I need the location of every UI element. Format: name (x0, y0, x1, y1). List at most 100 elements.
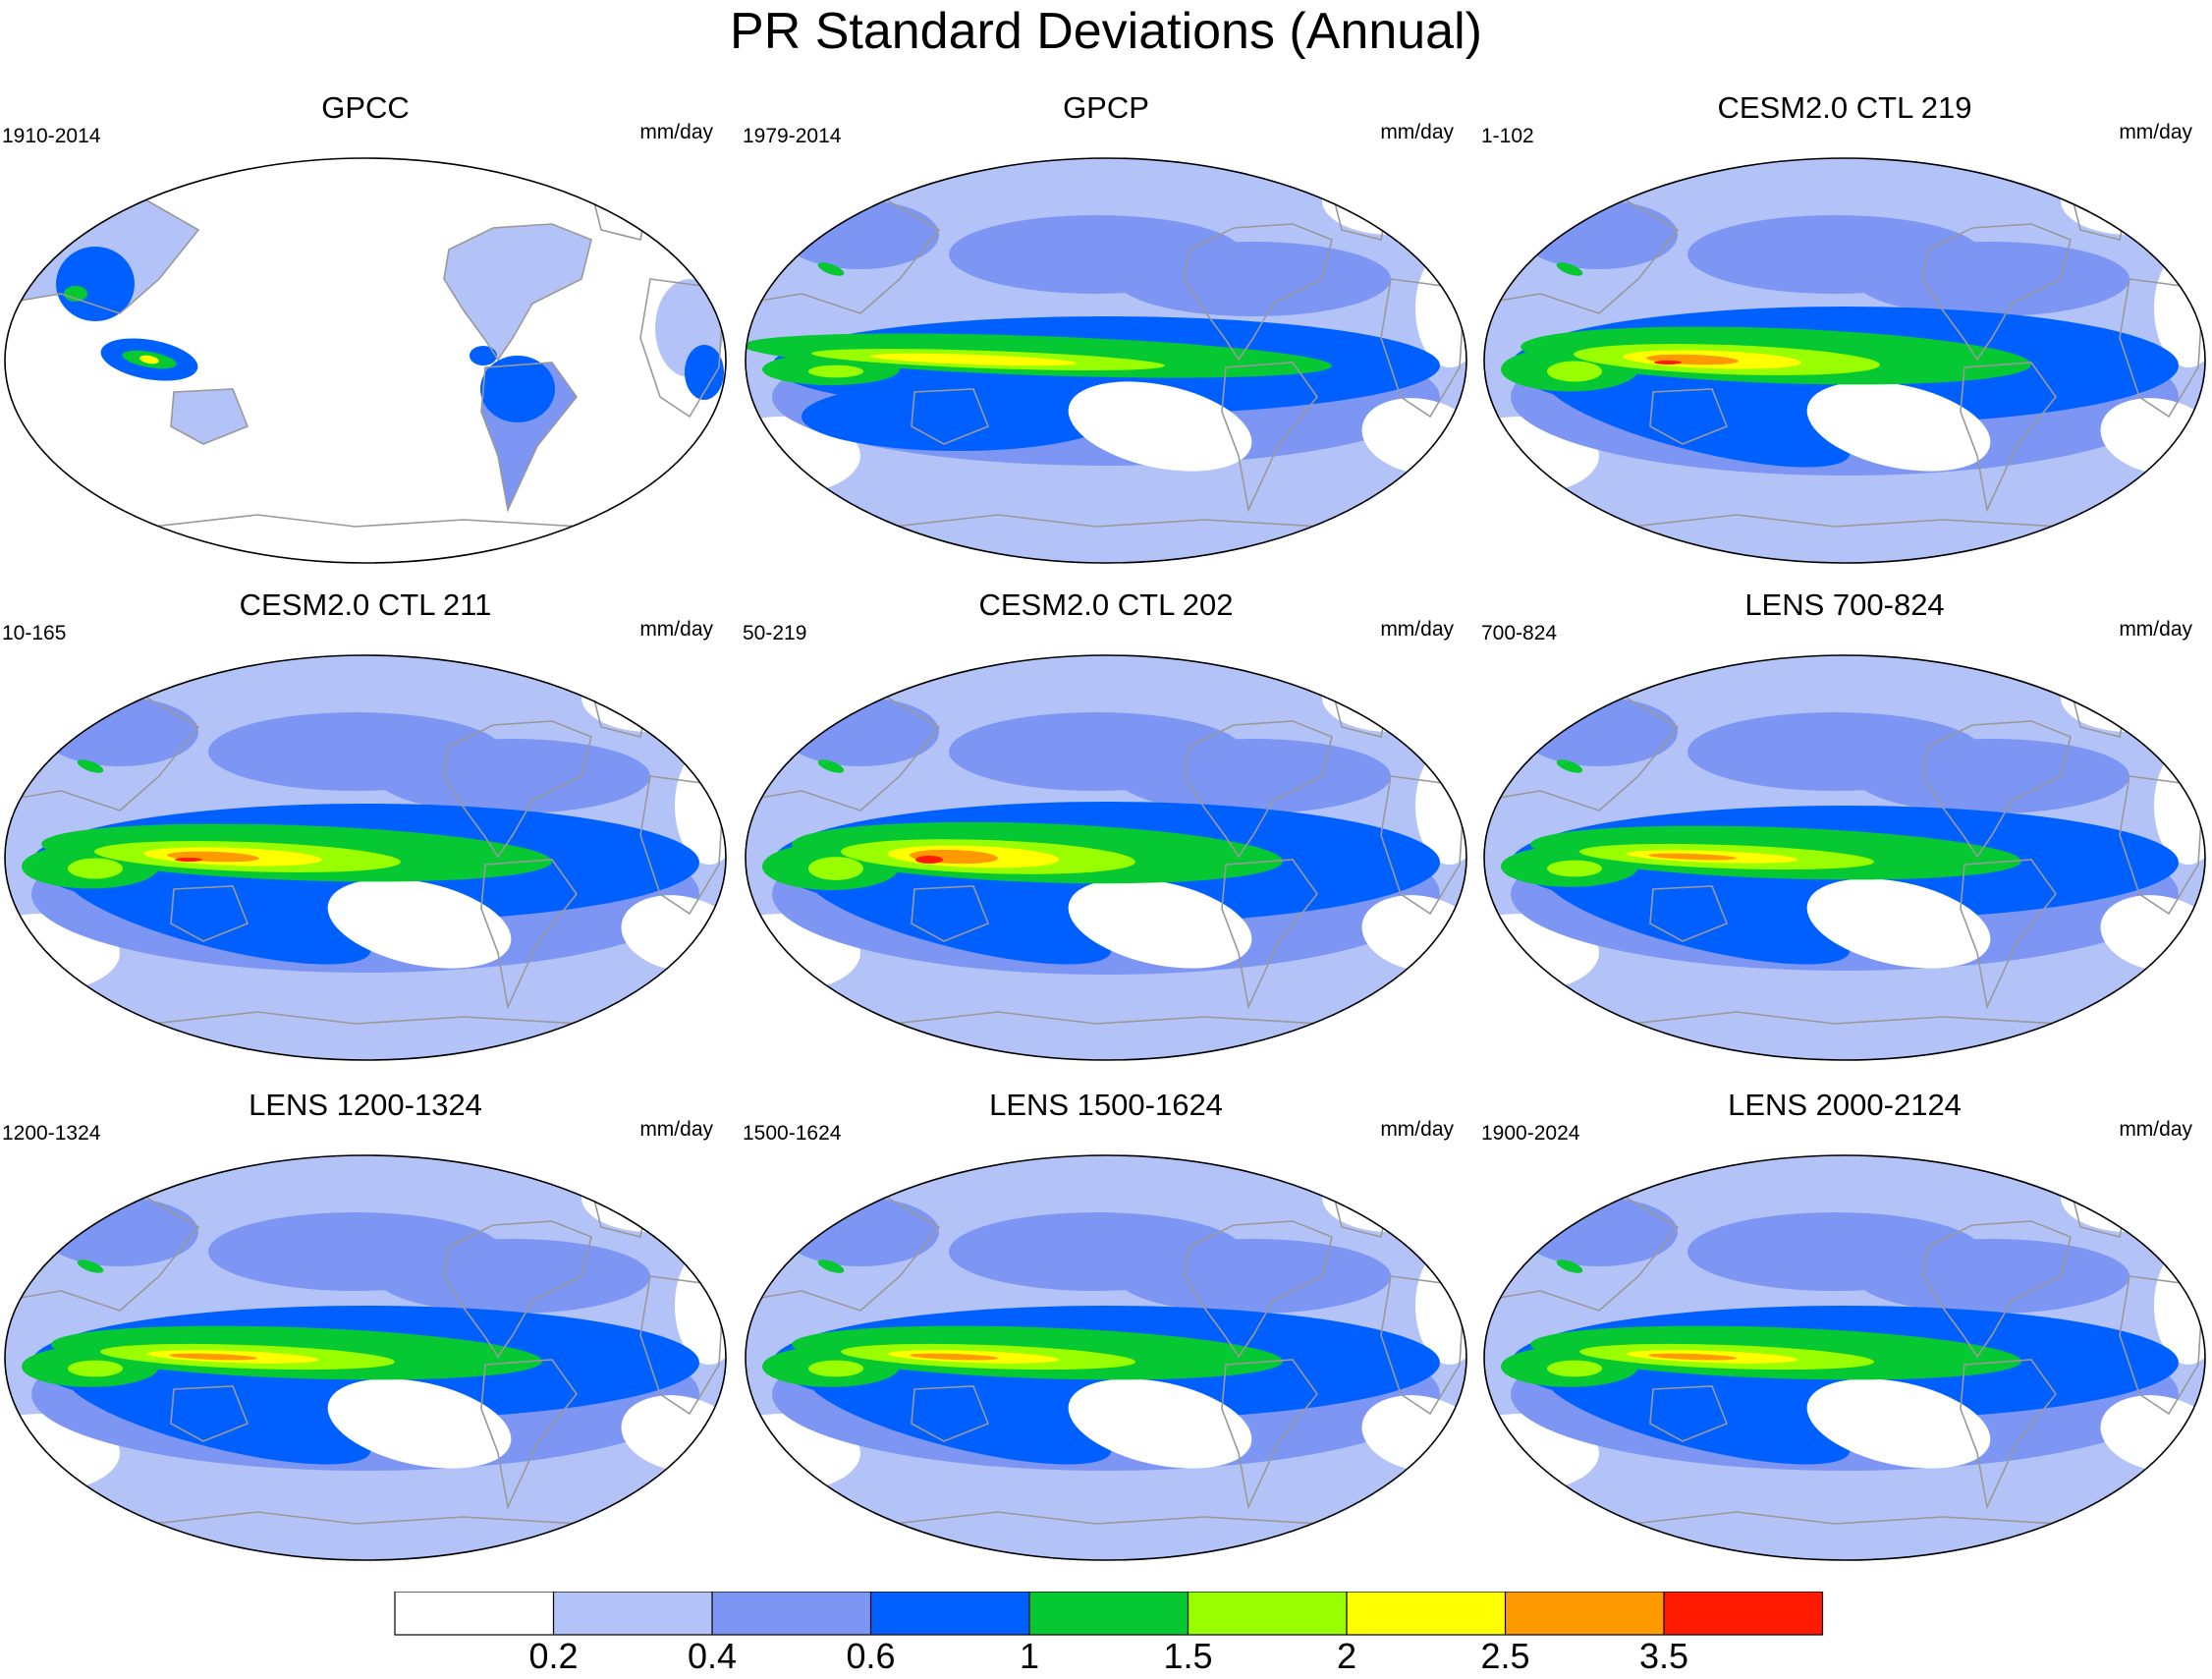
coast-south-america (480, 859, 579, 1010)
coast-antarctica (840, 514, 1372, 533)
shading-layer (5, 655, 726, 1060)
coast-south-america (1221, 1359, 1319, 1510)
panel-title: CESM2.0 CTL 219 (1717, 90, 1972, 125)
shading-dry-north-atlantic (2061, 166, 2198, 235)
shading-north-pacific (1687, 712, 1982, 791)
map-panel: CESM2.0 CTL 211 10-165 mm/day (2, 588, 729, 1089)
coast-antarctica (840, 1011, 1372, 1031)
colorbar: 0.2 0.4 0.6 1 1.5 2 2.5 3.5 (394, 1592, 1824, 1676)
shading-south-china (817, 759, 845, 773)
colorbar-label: 0.6 (846, 1636, 895, 1676)
coast-antarctica (1578, 514, 2111, 533)
colorbar-swatch (870, 1592, 1029, 1635)
colorbar-label: 2 (1337, 1636, 1356, 1676)
map-border (4, 654, 727, 1061)
shading-dry-sahara (2154, 1247, 2205, 1365)
shading-indian-lime (68, 1360, 123, 1377)
panel-units: mm/day (1380, 121, 1454, 143)
map-panel: GPCC 1910-2014 mm/day (2, 90, 729, 591)
coast-australia (911, 885, 990, 942)
shading-dry-south-east-pacific (1806, 381, 1991, 472)
world-map (1483, 1154, 2206, 1561)
shading-indian-lime (1547, 860, 1602, 877)
shading-spcz (802, 382, 1116, 451)
shading-south-asia (56, 247, 135, 321)
coast-south-america (1960, 362, 2058, 513)
map-border (745, 157, 1467, 564)
colorbar-frame (394, 1592, 1824, 1636)
map-panel: LENS 1200-1324 1200-1324 mm/day (2, 1088, 729, 1589)
panel-years: 1900-2024 (1481, 1122, 1580, 1145)
map-border (745, 654, 1467, 1061)
shading-dry-south-east-pacific (1068, 878, 1252, 969)
colorbar-label: 1 (1020, 1636, 1039, 1676)
shading-dry-north-atlantic (1322, 663, 1460, 732)
coast-australia (911, 1385, 990, 1442)
coast-antarctica (1578, 1511, 2111, 1531)
coast-australia (1649, 1385, 1729, 1442)
shading-dry-north-atlantic (1322, 1163, 1460, 1232)
map-panel: LENS 1500-1624 1500-1624 mm/day (743, 1088, 1469, 1589)
coast-antarctica (99, 1011, 632, 1031)
colorbar-label: 1.5 (1163, 1636, 1212, 1676)
shading-layer (746, 1155, 1466, 1560)
shading-south-china (1556, 759, 1583, 773)
panel-years: 700-824 (1481, 622, 1558, 644)
coast-antarctica (1578, 1011, 2111, 1031)
shading-dry-north-atlantic (2061, 663, 2198, 732)
panel-years: 1910-2014 (2, 125, 101, 147)
panel-title: GPCC (321, 90, 410, 125)
map-border (745, 1154, 1467, 1561)
shading-dry-south-east-pacific (1068, 381, 1252, 472)
panel-units: mm/day (1380, 618, 1454, 641)
map-panel: CESM2.0 CTL 202 50-219 mm/day (743, 588, 1469, 1089)
shading-north-pacific (208, 712, 503, 791)
panel-units: mm/day (2119, 618, 2192, 641)
shading-central-america (470, 346, 497, 365)
shading-south-china (817, 1259, 845, 1273)
colorbar-swatch (1188, 1592, 1347, 1635)
shading-maritime-peak (139, 355, 159, 364)
shading-south-china (77, 1259, 104, 1273)
figure-title: PR Standard Deviations (Annual) (730, 3, 1482, 60)
colorbar-swatch (553, 1592, 712, 1635)
shading-indian-lime (68, 858, 123, 879)
shading-amazon (480, 356, 555, 422)
coast-north-america (443, 720, 592, 859)
shading-itcz-yellow (870, 353, 1077, 366)
shading-north-pacific (208, 1212, 503, 1291)
shading-dry-north-atlantic (581, 1163, 719, 1232)
shading-north-pacific (1687, 1212, 1982, 1291)
world-map (4, 654, 727, 1061)
panel-years: 1200-1324 (2, 1122, 101, 1145)
coast-north-america (1922, 223, 2072, 362)
map-border (1483, 1154, 2206, 1561)
shading-itcz-red (1654, 361, 1682, 364)
colorbar-swatch (395, 1592, 554, 1635)
colorbar-label: 3.5 (1639, 1636, 1688, 1676)
coast-antarctica (99, 514, 632, 533)
shading-spcz (1544, 1363, 1851, 1465)
map-panel: CESM2.0 CTL 219 1-102 mm/day (1481, 90, 2208, 591)
coast-antarctica (99, 1511, 632, 1531)
coast-australia (911, 388, 990, 445)
land-shading-australia (171, 389, 248, 444)
coast-australia (170, 885, 249, 942)
coast-australia (170, 388, 249, 445)
coastlines (1484, 1187, 2204, 1531)
shading-north-pacific (949, 1212, 1244, 1291)
shading-itcz-red (915, 856, 943, 864)
colorbar-swatch (1505, 1592, 1664, 1635)
panel-title: LENS 1500-1624 (989, 1088, 1223, 1122)
shading-north-pacific (949, 215, 1244, 294)
shading-spcz (65, 863, 371, 965)
map-panel: LENS 700-824 700-824 mm/day (1481, 588, 2208, 1089)
panel-years: 50-219 (743, 622, 807, 644)
world-map (745, 157, 1467, 564)
panel-units: mm/day (639, 618, 713, 641)
panel-title: LENS 700-824 (1744, 588, 1945, 622)
coast-greenland (589, 190, 651, 241)
panel-title: LENS 1200-1324 (249, 1088, 482, 1122)
shading-dry-north-atlantic (1322, 166, 1460, 235)
panel-title: CESM2.0 CTL 202 (978, 588, 1234, 622)
